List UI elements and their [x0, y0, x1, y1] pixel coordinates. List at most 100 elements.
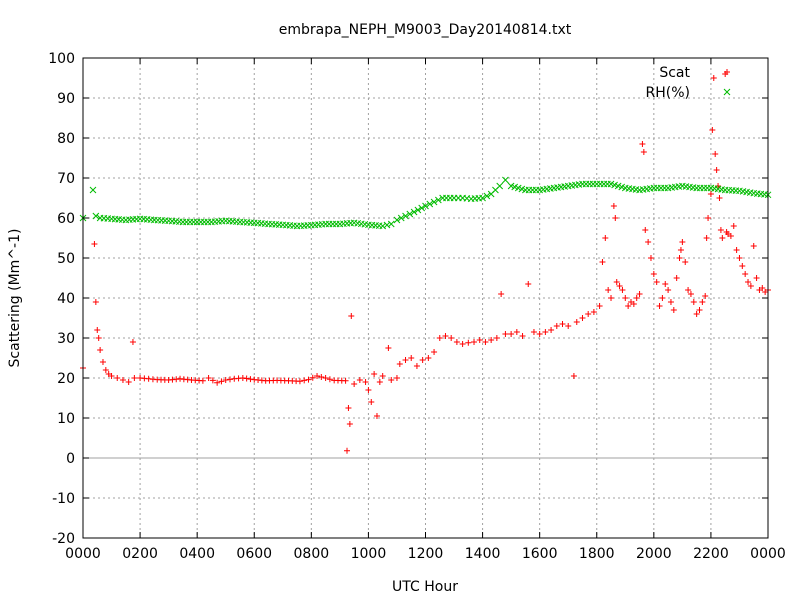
data-point — [745, 279, 752, 285]
data-point — [590, 309, 597, 315]
data-point — [184, 376, 191, 383]
data-point — [408, 355, 415, 361]
data-point — [677, 247, 684, 253]
data-point — [605, 287, 612, 293]
data-point — [131, 375, 138, 381]
data-point — [687, 291, 694, 297]
data-point — [463, 195, 471, 202]
data-point — [579, 315, 586, 321]
data-point — [476, 337, 483, 343]
data-point — [108, 373, 115, 379]
y-tick-label: 0 — [66, 451, 75, 467]
data-point — [536, 331, 543, 337]
data-point — [301, 377, 308, 384]
data-point — [508, 331, 515, 337]
data-point — [387, 220, 395, 228]
x-tick-label: 1800 — [579, 546, 615, 562]
x-axis-label: UTC Hour — [392, 579, 458, 595]
data-point — [204, 218, 212, 226]
data-point — [373, 413, 380, 419]
data-point — [459, 341, 466, 347]
y-tick-label: 100 — [48, 51, 75, 67]
legend-label-rh: RH(%) — [646, 85, 690, 101]
data-point — [730, 223, 737, 229]
data-point — [235, 375, 242, 382]
data-point — [676, 255, 683, 261]
data-point — [436, 335, 443, 341]
data-point — [393, 375, 400, 381]
data-point — [471, 339, 478, 345]
data-point — [104, 215, 112, 222]
data-point — [102, 367, 109, 373]
data-point — [346, 421, 353, 427]
data-point — [498, 291, 505, 297]
data-point — [596, 303, 603, 309]
data-point — [205, 375, 212, 381]
data-point — [419, 357, 426, 363]
data-point — [610, 203, 617, 209]
data-point — [518, 185, 526, 193]
data-point — [661, 184, 668, 192]
y-tick-label: 90 — [57, 91, 75, 107]
data-point — [209, 377, 216, 384]
data-point — [141, 375, 148, 382]
data-point — [322, 375, 329, 381]
data-point — [646, 185, 654, 192]
data-point — [519, 333, 526, 339]
data-point — [693, 311, 700, 317]
data-point — [431, 349, 438, 355]
y-tick-label: 10 — [57, 411, 75, 427]
data-point — [703, 235, 710, 241]
data-point — [397, 214, 405, 222]
data-point — [488, 337, 495, 343]
data-point — [175, 218, 183, 226]
data-point — [133, 215, 140, 223]
data-point — [547, 185, 554, 192]
data-point — [705, 215, 712, 221]
data-point — [647, 255, 654, 261]
data-point — [422, 202, 429, 210]
data-point — [559, 321, 566, 327]
data-point — [89, 186, 97, 194]
data-point — [147, 216, 155, 224]
data-point — [604, 180, 611, 188]
data-point — [636, 291, 643, 297]
data-point — [196, 377, 203, 384]
data-point — [454, 194, 462, 202]
y-axis-label: Scattering (Mm^-1) — [7, 229, 23, 368]
data-point — [713, 167, 720, 173]
x-tick-labels: 0000 0200 0400 0600 0800 1000 1200 1400 1600 1800… — [65, 546, 786, 562]
data-point — [632, 186, 640, 193]
data-point — [393, 216, 401, 224]
data-point — [679, 239, 686, 245]
data-point — [502, 331, 509, 337]
data-point — [376, 379, 383, 385]
data-point — [338, 377, 345, 384]
data-point — [351, 381, 358, 387]
data-point — [375, 222, 383, 230]
x-tick-label: 1400 — [465, 546, 501, 562]
y-tick-label: 40 — [57, 291, 75, 307]
data-point — [712, 151, 719, 157]
data-point — [675, 183, 683, 190]
data-point — [275, 221, 283, 228]
data-point — [348, 313, 355, 319]
data-point — [709, 127, 716, 133]
data-point — [243, 375, 250, 382]
legend-marker-glyph — [724, 69, 730, 75]
data-point — [707, 191, 714, 197]
data-point — [448, 335, 455, 341]
x-tick-label: 2200 — [693, 546, 729, 562]
chart-title: embrapa_NEPH_M9003_Day20140814.txt — [279, 22, 572, 38]
data-point — [513, 329, 520, 335]
data-point — [589, 180, 597, 188]
data-point — [161, 217, 169, 224]
y-tick-label: 60 — [57, 211, 75, 227]
data-point — [270, 377, 277, 384]
data-point — [119, 377, 126, 383]
x-tick-label: 1600 — [522, 546, 558, 562]
data-point — [685, 287, 692, 293]
data-point — [418, 204, 426, 212]
data-point — [426, 200, 434, 208]
